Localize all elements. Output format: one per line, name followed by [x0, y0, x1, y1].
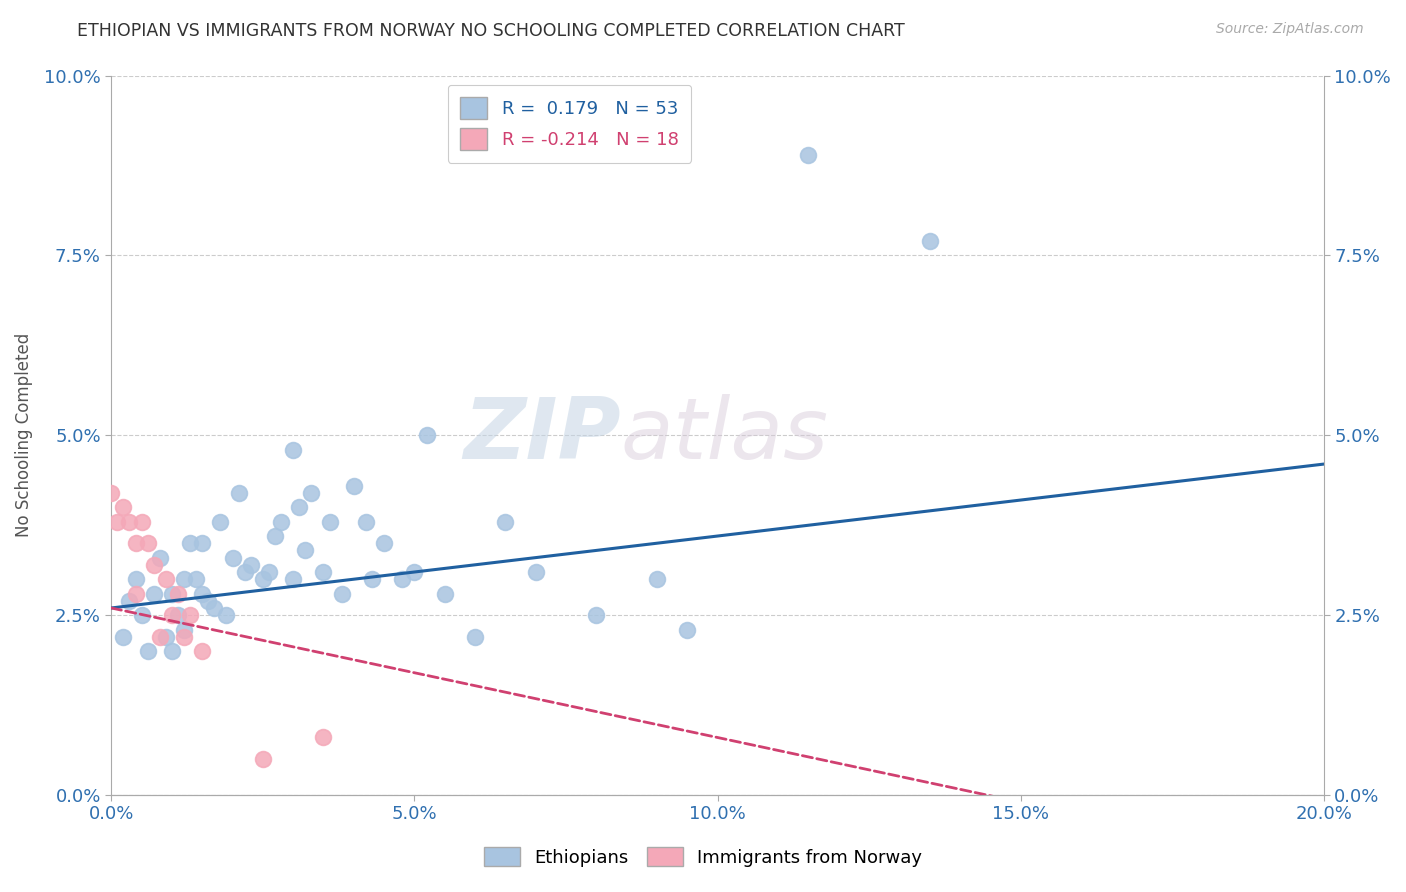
Point: [361, 572, 384, 586]
Point: [142, 558, 165, 572]
Point: [155, 572, 177, 586]
Point: [191, 586, 214, 600]
Text: Source: ZipAtlas.com: Source: ZipAtlas.com: [1216, 22, 1364, 37]
Point: [149, 550, 172, 565]
Point: [118, 594, 141, 608]
Point: [167, 608, 190, 623]
Text: atlas: atlas: [620, 393, 828, 477]
Point: [312, 731, 335, 745]
Point: [404, 565, 426, 579]
Point: [112, 500, 135, 515]
Point: [283, 442, 305, 457]
Point: [257, 565, 280, 579]
Point: [585, 608, 607, 623]
Point: [464, 630, 486, 644]
Point: [215, 608, 238, 623]
Point: [173, 623, 195, 637]
Point: [221, 550, 243, 565]
Legend: R =  0.179   N = 53, R = -0.214   N = 18: R = 0.179 N = 53, R = -0.214 N = 18: [447, 85, 692, 163]
Point: [354, 515, 377, 529]
Point: [179, 608, 201, 623]
Point: [343, 478, 366, 492]
Point: [197, 594, 219, 608]
Point: [228, 486, 250, 500]
Point: [191, 644, 214, 658]
Point: [149, 630, 172, 644]
Point: [136, 644, 159, 658]
Point: [494, 515, 516, 529]
Point: [918, 234, 941, 248]
Point: [391, 572, 413, 586]
Point: [160, 586, 183, 600]
Point: [124, 572, 146, 586]
Point: [131, 608, 153, 623]
Point: [124, 536, 146, 550]
Point: [239, 558, 262, 572]
Point: [288, 500, 311, 515]
Point: [524, 565, 547, 579]
Point: [330, 586, 353, 600]
Point: [112, 630, 135, 644]
Point: [179, 536, 201, 550]
Point: [318, 515, 340, 529]
Point: [100, 486, 122, 500]
Point: [373, 536, 395, 550]
Point: [209, 515, 232, 529]
Point: [202, 601, 225, 615]
Point: [415, 428, 437, 442]
Point: [136, 536, 159, 550]
Point: [118, 515, 141, 529]
Point: [142, 586, 165, 600]
Point: [173, 630, 195, 644]
Point: [645, 572, 668, 586]
Point: [283, 572, 305, 586]
Legend: Ethiopians, Immigrants from Norway: Ethiopians, Immigrants from Norway: [477, 840, 929, 874]
Point: [797, 147, 820, 161]
Y-axis label: No Schooling Completed: No Schooling Completed: [15, 334, 32, 537]
Point: [252, 752, 274, 766]
Point: [264, 529, 287, 543]
Point: [294, 543, 316, 558]
Point: [186, 572, 208, 586]
Point: [124, 586, 146, 600]
Point: [131, 515, 153, 529]
Point: [173, 572, 195, 586]
Point: [160, 608, 183, 623]
Point: [312, 565, 335, 579]
Point: [299, 486, 322, 500]
Point: [433, 586, 456, 600]
Point: [155, 630, 177, 644]
Text: ZIP: ZIP: [463, 393, 620, 477]
Point: [167, 586, 190, 600]
Point: [676, 623, 699, 637]
Point: [270, 515, 292, 529]
Point: [160, 644, 183, 658]
Point: [252, 572, 274, 586]
Point: [233, 565, 256, 579]
Text: ETHIOPIAN VS IMMIGRANTS FROM NORWAY NO SCHOOLING COMPLETED CORRELATION CHART: ETHIOPIAN VS IMMIGRANTS FROM NORWAY NO S…: [77, 22, 905, 40]
Point: [105, 515, 128, 529]
Point: [191, 536, 214, 550]
